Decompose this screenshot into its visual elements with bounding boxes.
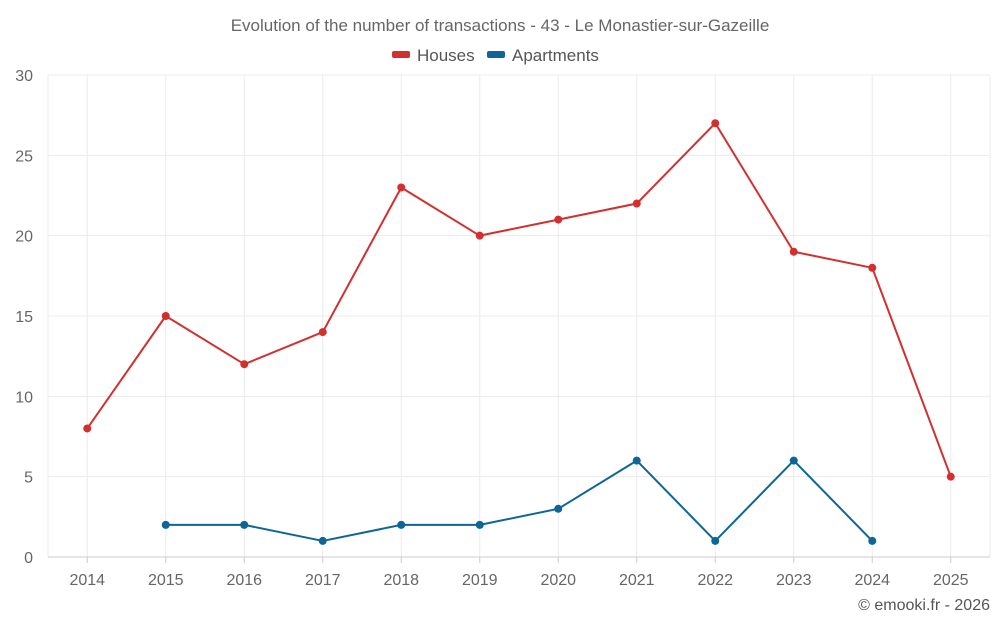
gridlines bbox=[47, 74, 991, 557]
x-tick-label: 2017 bbox=[305, 572, 341, 589]
data-point-apartments-2021[interactable] bbox=[632, 456, 641, 465]
legend-swatch-houses bbox=[392, 51, 410, 58]
x-tick-label: 2021 bbox=[619, 572, 655, 589]
data-point-houses-2014[interactable] bbox=[83, 424, 92, 433]
y-tick-label: 5 bbox=[24, 470, 33, 487]
data-point-houses-2019[interactable] bbox=[475, 231, 484, 240]
series-apartments bbox=[161, 456, 877, 545]
data-point-apartments-2015[interactable] bbox=[161, 520, 170, 529]
data-point-houses-2022[interactable] bbox=[711, 119, 720, 128]
data-point-houses-2020[interactable] bbox=[554, 215, 563, 224]
x-tick-label: 2020 bbox=[540, 572, 576, 589]
series-line-apartments bbox=[165, 459, 873, 542]
x-tick-label: 2024 bbox=[854, 572, 890, 589]
series-line-houses bbox=[86, 122, 952, 478]
chart-title: Evolution of the number of transactions … bbox=[231, 16, 770, 35]
x-axis: 2014 2015 2016 2017 2018 2019 2020 2021 2022 2023… bbox=[48, 556, 990, 589]
legend-item-houses[interactable]: Houses bbox=[392, 46, 475, 65]
legend-item-apartments[interactable]: Apartments bbox=[487, 46, 599, 65]
x-tick-label: 2016 bbox=[226, 572, 262, 589]
y-tick-label: 0 bbox=[24, 550, 33, 567]
data-point-houses-2021[interactable] bbox=[632, 199, 641, 208]
x-tick-label: 2018 bbox=[383, 572, 419, 589]
data-point-houses-2018[interactable] bbox=[397, 183, 406, 192]
credit-text: © emooki.fr - 2026 bbox=[858, 597, 990, 614]
data-point-houses-2024[interactable] bbox=[868, 263, 877, 272]
y-tick-label: 20 bbox=[15, 229, 33, 246]
legend: Houses Apartments bbox=[392, 46, 599, 65]
data-point-apartments-2017[interactable] bbox=[318, 536, 327, 545]
x-tick-label: 2019 bbox=[462, 572, 498, 589]
legend-label-houses: Houses bbox=[417, 46, 475, 65]
x-tick-label: 2015 bbox=[148, 572, 184, 589]
series bbox=[83, 119, 955, 545]
y-tick-label: 25 bbox=[15, 148, 33, 165]
data-point-apartments-2024[interactable] bbox=[868, 536, 877, 545]
x-tick-label: 2022 bbox=[697, 572, 733, 589]
series-houses bbox=[83, 119, 955, 481]
data-point-houses-2016[interactable] bbox=[240, 360, 249, 369]
y-axis: 0 5 10 15 20 25 30 bbox=[15, 68, 33, 567]
data-point-apartments-2020[interactable] bbox=[554, 504, 563, 513]
legend-swatch-apartments bbox=[487, 51, 505, 58]
data-point-houses-2015[interactable] bbox=[161, 312, 170, 320]
y-tick-label: 10 bbox=[15, 389, 33, 406]
x-tick-label: 2023 bbox=[776, 572, 812, 589]
data-point-apartments-2022[interactable] bbox=[711, 536, 720, 545]
data-point-apartments-2018[interactable] bbox=[397, 520, 406, 529]
data-point-houses-2017[interactable] bbox=[318, 328, 327, 337]
data-point-houses-2025[interactable] bbox=[946, 472, 955, 481]
legend-label-apartments: Apartments bbox=[512, 46, 599, 65]
y-tick-label: 30 bbox=[15, 68, 33, 85]
x-tick-label: 2014 bbox=[69, 572, 105, 589]
x-tick-label: 2025 bbox=[933, 572, 969, 589]
data-point-apartments-2023[interactable] bbox=[789, 456, 798, 465]
data-point-apartments-2016[interactable] bbox=[240, 520, 249, 529]
data-point-houses-2023[interactable] bbox=[789, 247, 798, 256]
y-tick-label: 15 bbox=[15, 309, 33, 326]
data-point-apartments-2019[interactable] bbox=[475, 520, 484, 529]
